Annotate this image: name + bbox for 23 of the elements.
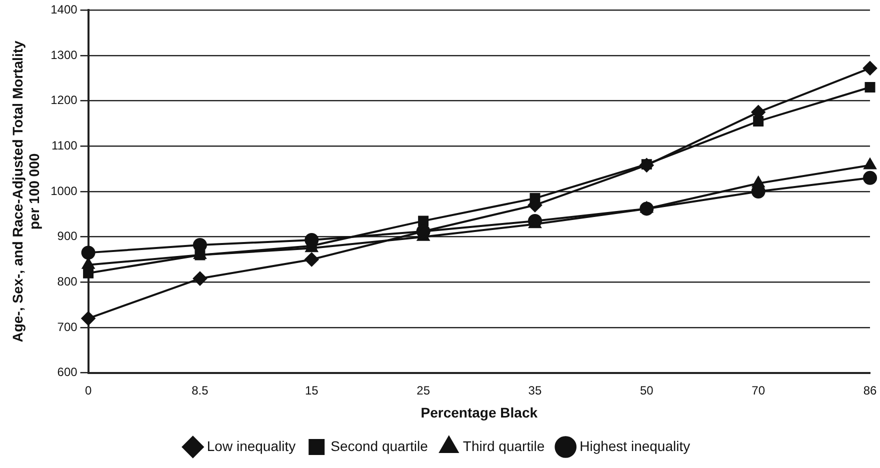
legend-label: Third quartile [462, 438, 545, 454]
x-axis-title: Percentage Black [420, 404, 538, 420]
x-tick-label: 70 [752, 383, 766, 398]
y-axis-title: Age-, Sex-, and Race-Adjusted Total Mortality per 100 000 [9, 40, 42, 342]
legend-label: Low inequality [206, 438, 296, 454]
x-tick-label: 35 [528, 383, 542, 398]
y-tick-label: 1300 [50, 48, 78, 62]
x-tick-label: 50 [640, 383, 654, 398]
x-tick-label: 8.5 [192, 383, 209, 398]
x-tick-label: 15 [304, 383, 319, 398]
y-tick-label: 900 [57, 229, 78, 244]
y-tick-label: 1100 [51, 138, 78, 152]
y-tick-label: 800 [57, 274, 78, 288]
y-tick-label: 1200 [50, 93, 78, 108]
y-tick-label: 1400 [50, 2, 78, 17]
x-tick-label: 86 [863, 383, 877, 398]
legend-label: Second quartile [330, 438, 428, 454]
x-tick-label: 25 [416, 383, 430, 398]
y-tick-label: 600 [57, 365, 78, 380]
legend-label: Highest inequality [580, 438, 690, 454]
x-tick-label: 0 [84, 383, 92, 398]
y-tick-label: 1000 [50, 184, 78, 198]
y-tick-label: 700 [57, 320, 78, 334]
